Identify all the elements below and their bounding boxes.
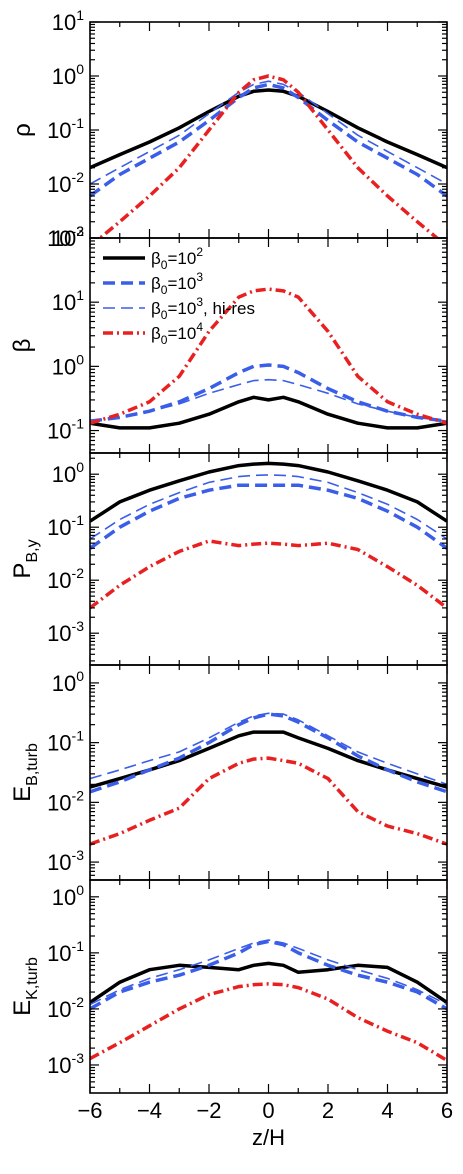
- panel-5: 100 10-1 10-2 10-3 EK,turb: [9, 879, 448, 1094]
- x-tick-label: −2: [196, 1098, 221, 1123]
- series-line-b3: [90, 483, 447, 550]
- series-line-b3: [90, 939, 447, 1011]
- panel-3-series: [90, 461, 447, 610]
- y-tick-label: 100: [52, 668, 84, 696]
- series-line-b3hr: [90, 474, 447, 540]
- series-line-b4: [90, 287, 447, 425]
- legend-entry-b2: β0=102: [151, 245, 203, 272]
- series-line-b2: [90, 395, 447, 430]
- y-tick-label: 10-1: [47, 115, 84, 143]
- y-tick-label: 10-2: [47, 565, 84, 593]
- series-line-b3hr: [90, 378, 447, 422]
- series-line-b4: [97, 74, 440, 238]
- x-tick-label: 2: [322, 1098, 334, 1123]
- series-line-b3: [90, 82, 447, 198]
- panel-4: 100 10-1 10-2 10-3 EB,turb: [9, 664, 448, 881]
- y-tick-label: 10-2: [47, 169, 84, 197]
- y-tick-label: 10-1: [47, 416, 84, 444]
- series-line-b4: [90, 982, 447, 1063]
- series-line-b3hr: [90, 712, 447, 786]
- legend-entry-b3hr: β0=103, hi-res: [151, 295, 255, 322]
- y-tick-label: 100: [52, 882, 84, 910]
- y-axis-label: EK,turb: [9, 957, 41, 1016]
- y-tick-label: 10-1: [47, 938, 84, 966]
- y-tick-label: 102: [52, 223, 84, 251]
- legend-entry-b3: β0=103: [151, 270, 203, 297]
- y-tick-label: 10-1: [47, 728, 84, 756]
- panel-frame: [89, 237, 448, 454]
- y-tick-label: 101: [52, 7, 84, 35]
- y-axis-label: EB,turb: [9, 743, 41, 802]
- y-tick-label: 10-3: [47, 1050, 84, 1078]
- y-tick-label: 10-3: [47, 847, 84, 875]
- series-line-b3hr: [90, 939, 447, 1006]
- y-tick-label: 10-3: [47, 223, 84, 251]
- panel-frame: [89, 21, 448, 239]
- y-axis-label: PB,y: [9, 539, 41, 578]
- x-tick-label: 4: [381, 1098, 393, 1123]
- y-axis-label: β: [9, 339, 36, 353]
- panel-frame: [89, 879, 448, 1094]
- y-tick-label: 101: [52, 287, 84, 315]
- x-axis-label: z/H: [252, 1125, 285, 1150]
- y-tick-label: 100: [52, 61, 84, 89]
- y-tick-label: 10-2: [47, 994, 84, 1022]
- y-tick-label: 10-1: [47, 512, 84, 540]
- series-line-b4: [90, 756, 447, 846]
- x-tick-label: −6: [77, 1098, 102, 1123]
- panel-4-series: [90, 712, 447, 846]
- y-tick-label: 100: [52, 459, 84, 487]
- panel-2: 102 101 100 10-1 β: [9, 223, 448, 454]
- panel-frame: [89, 452, 448, 666]
- y-tick-label: 10-3: [47, 618, 84, 646]
- y-tick-label: 100: [52, 351, 84, 379]
- series-line-b3: [90, 712, 447, 794]
- y-tick-label: 10-2: [47, 787, 84, 815]
- panel-3: 100 10-1 10-2 10-3 PB,y: [9, 452, 448, 666]
- legend-entry-b4: β0=104: [151, 320, 203, 347]
- panel-5-series: [90, 939, 447, 1063]
- panel-1: 101 100 10-1 10-2 10-3 ρ: [9, 7, 448, 251]
- x-tick-label: 6: [441, 1098, 453, 1123]
- panel-1-series: [90, 74, 447, 238]
- y-axis-label: ρ: [9, 123, 36, 137]
- series-line-b2: [90, 461, 447, 523]
- x-tick-label: 0: [262, 1098, 274, 1123]
- x-tick-label: −4: [137, 1098, 162, 1123]
- series-line-b2: [90, 961, 447, 1004]
- series-line-b2: [90, 88, 447, 170]
- series-line-b4: [90, 539, 447, 610]
- series-line-b3hr: [90, 80, 447, 185]
- panel-2-series: [90, 287, 447, 430]
